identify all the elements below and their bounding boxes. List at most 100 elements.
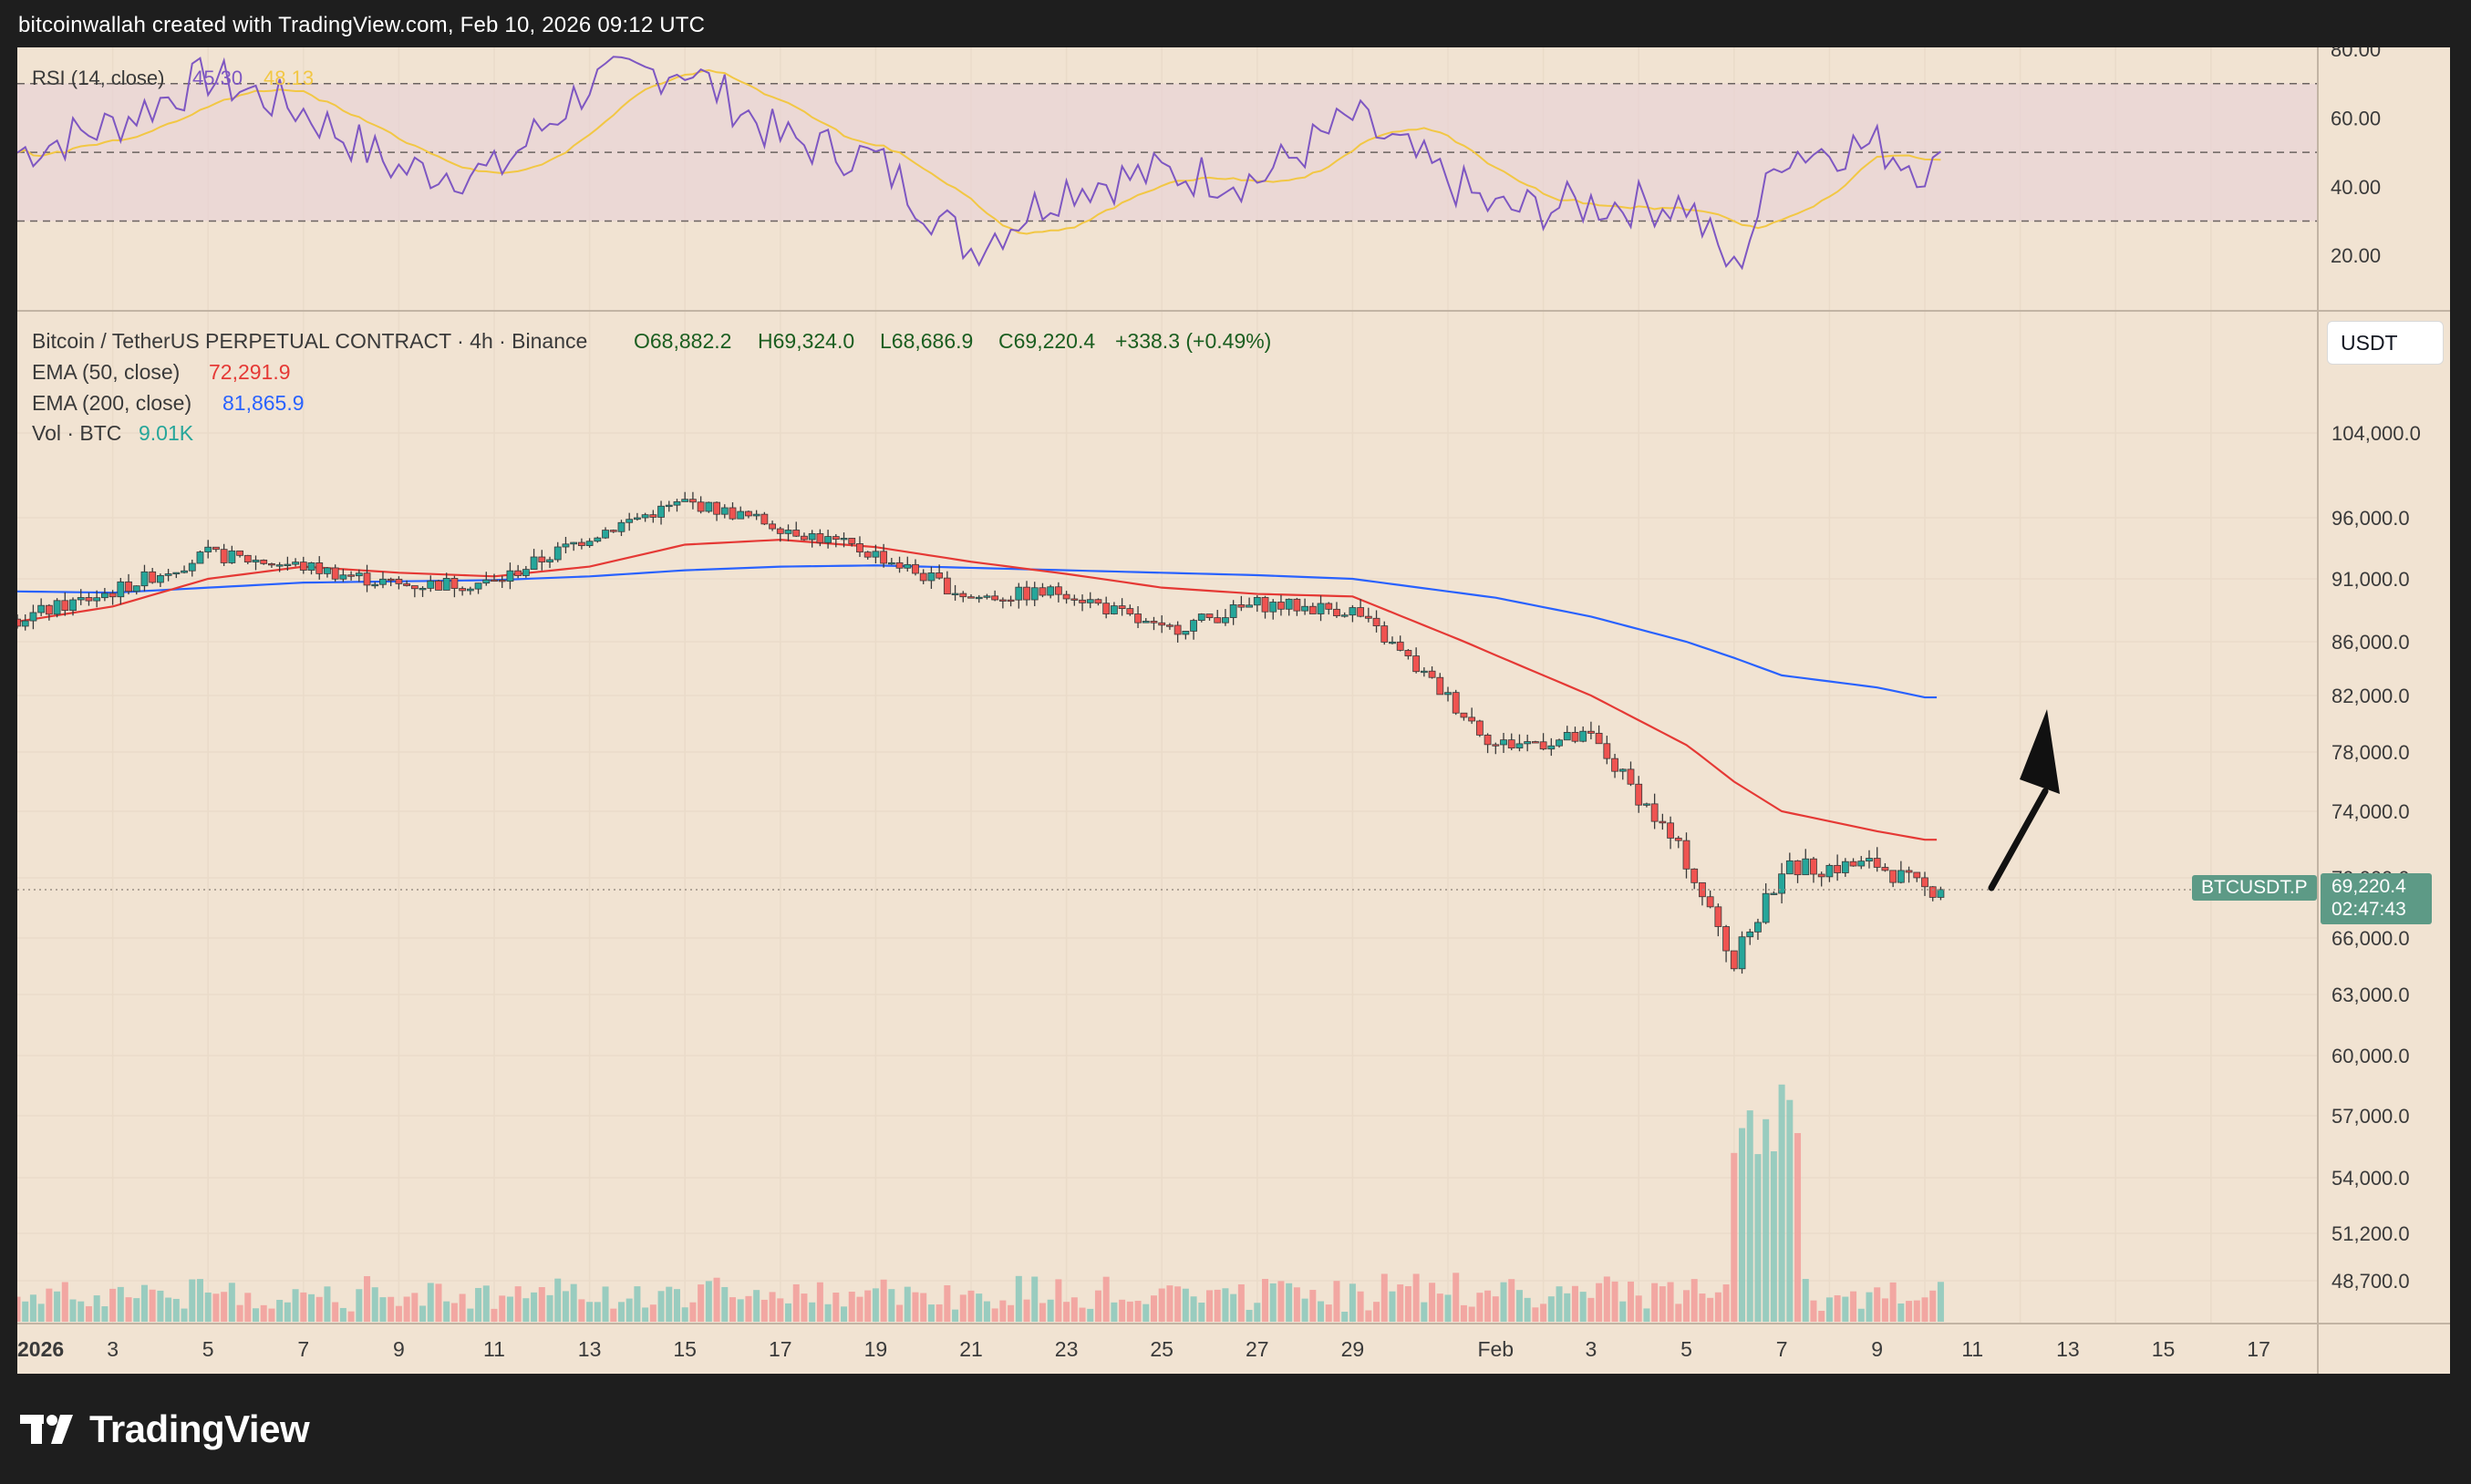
candle-body bbox=[1873, 858, 1881, 868]
ohlc-change: +338.3 (+0.49%) bbox=[1115, 329, 1271, 353]
volume-bar bbox=[204, 1292, 212, 1322]
volume-bar bbox=[165, 1297, 172, 1322]
price-axis-tick: 82,000.0 bbox=[2331, 685, 2410, 707]
volume-bar bbox=[1174, 1286, 1182, 1322]
volume-bar bbox=[276, 1299, 284, 1322]
volume-bar bbox=[125, 1297, 132, 1322]
candle-body bbox=[347, 574, 356, 577]
volume-bar bbox=[499, 1295, 506, 1322]
volume-bar bbox=[1754, 1154, 1762, 1322]
candle-body bbox=[188, 562, 196, 572]
rsi-legend-label: RSI (14, close) bbox=[32, 67, 165, 89]
volume-bar bbox=[1031, 1276, 1039, 1322]
candle-body bbox=[1380, 625, 1389, 643]
volume-bar bbox=[315, 1296, 323, 1322]
price-axis-tick: 63,000.0 bbox=[2331, 984, 2410, 1006]
volume-bar bbox=[562, 1291, 569, 1322]
candle-body bbox=[538, 556, 546, 562]
candles bbox=[17, 491, 1945, 974]
candle-body bbox=[585, 541, 594, 546]
candle-body bbox=[1229, 604, 1237, 618]
attribution-text: bitcoinwallah created with TradingView.c… bbox=[18, 13, 706, 37]
candle-body bbox=[1475, 720, 1484, 736]
volume-bar bbox=[1158, 1288, 1165, 1322]
price-axis-tick: 104,000.0 bbox=[2331, 422, 2421, 445]
candle-body bbox=[1182, 631, 1190, 635]
candle-body bbox=[1333, 608, 1340, 616]
candle-body bbox=[228, 550, 236, 563]
volume-bar bbox=[1627, 1281, 1634, 1322]
volume-bar bbox=[1906, 1301, 1913, 1322]
volume-bar bbox=[236, 1304, 243, 1322]
candle-body bbox=[681, 499, 689, 502]
currency-selector[interactable]: USDT bbox=[2327, 321, 2444, 365]
candle-body bbox=[1928, 886, 1937, 898]
volume-bar bbox=[1739, 1128, 1746, 1322]
volume-bar bbox=[1564, 1293, 1571, 1322]
candle-body bbox=[243, 554, 252, 562]
candle-body bbox=[816, 532, 824, 543]
volume-bar bbox=[1293, 1287, 1300, 1322]
volume-bar bbox=[952, 1309, 959, 1322]
candle-body bbox=[760, 513, 769, 525]
candle-body bbox=[132, 585, 140, 593]
volume-bar bbox=[1182, 1288, 1189, 1322]
volume-bar bbox=[1357, 1291, 1364, 1322]
price-axis-tick: 74,000.0 bbox=[2331, 800, 2410, 823]
volume-bar bbox=[1254, 1303, 1261, 1322]
volume-bar bbox=[308, 1293, 315, 1322]
volume-bar bbox=[1142, 1304, 1150, 1322]
volume-bar bbox=[371, 1287, 378, 1322]
candle-body bbox=[1627, 768, 1635, 785]
price-chart[interactable]: RSI (14, close) 45.30 48.13 Bitcoin / Te… bbox=[17, 47, 2450, 1374]
price-axis-tick: 48,700.0 bbox=[2331, 1270, 2410, 1293]
candle-body bbox=[275, 564, 284, 567]
volume-bar bbox=[1683, 1290, 1690, 1322]
candle-body bbox=[562, 543, 570, 548]
tradingview-logo[interactable]: TradingView bbox=[20, 1407, 310, 1451]
candle-body bbox=[395, 578, 403, 584]
volume-bar bbox=[1325, 1304, 1332, 1322]
volume-bar bbox=[1794, 1133, 1802, 1322]
candle-body bbox=[1372, 617, 1380, 627]
candle-body bbox=[1357, 607, 1365, 617]
candle-body bbox=[1030, 587, 1039, 601]
ohlc-open: O68,882.2 bbox=[634, 329, 731, 353]
candle-body bbox=[602, 530, 609, 539]
candle-body bbox=[17, 618, 21, 627]
candle-body bbox=[1674, 838, 1682, 841]
candle-body bbox=[1412, 655, 1421, 673]
volume-bar bbox=[46, 1288, 53, 1322]
candle-body bbox=[379, 578, 387, 585]
volume-bar bbox=[785, 1303, 792, 1322]
volume-bar bbox=[1269, 1283, 1277, 1322]
candle-body bbox=[1444, 692, 1452, 696]
volume-bar bbox=[1889, 1282, 1897, 1322]
rsi-axis-tick: 60.00 bbox=[2331, 107, 2381, 129]
candle-body bbox=[1308, 605, 1317, 614]
volume-bar bbox=[403, 1296, 410, 1322]
volume-bar bbox=[324, 1286, 331, 1322]
volume-bar bbox=[698, 1284, 705, 1322]
volume-bar bbox=[920, 1293, 927, 1322]
candle-body bbox=[156, 574, 164, 583]
volume-bar bbox=[848, 1292, 855, 1322]
volume-bar bbox=[1230, 1293, 1237, 1322]
volume-bar bbox=[554, 1278, 562, 1322]
volume-bar bbox=[1659, 1286, 1666, 1322]
candle-body bbox=[1484, 734, 1492, 746]
ema50-legend-label: EMA (50, close) bbox=[32, 360, 180, 384]
candle-body bbox=[720, 507, 729, 515]
volume-bar bbox=[1166, 1285, 1173, 1322]
candle-body bbox=[268, 562, 275, 566]
candle-body bbox=[887, 562, 895, 565]
time-axis-tick: 19 bbox=[864, 1337, 888, 1361]
volume-bar bbox=[172, 1298, 180, 1322]
time-axis-tick: 11 bbox=[483, 1337, 505, 1361]
volume-bar bbox=[1047, 1299, 1054, 1322]
volume-bar bbox=[777, 1298, 784, 1322]
volume-legend-label: Vol · BTC bbox=[32, 421, 121, 445]
volume-bar bbox=[1429, 1283, 1436, 1322]
ema200-legend-value: 81,865.9 bbox=[222, 391, 305, 415]
candle-body bbox=[1817, 873, 1825, 878]
